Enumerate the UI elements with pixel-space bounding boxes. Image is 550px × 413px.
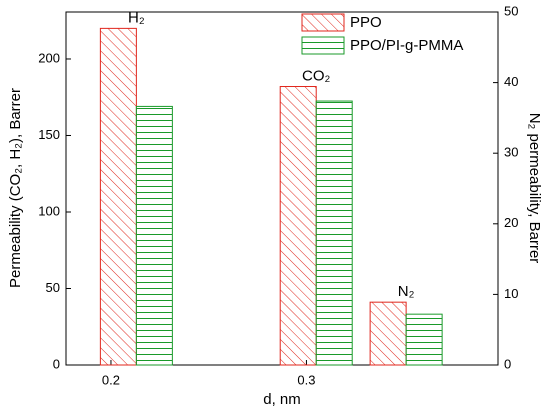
y-tick-label: 100 xyxy=(38,203,60,218)
bar xyxy=(279,86,317,366)
y2-tick-label: 30 xyxy=(504,145,518,160)
x-axis-label: d, nm xyxy=(263,391,301,408)
bar xyxy=(405,313,443,366)
bar-annotation: N₂ xyxy=(398,283,415,300)
y2-axis-label: N₂ permeability, Barrer xyxy=(526,113,543,264)
legend-swatch xyxy=(301,13,345,32)
y2-tick-label: 0 xyxy=(504,356,511,371)
bar xyxy=(135,105,173,366)
bar xyxy=(369,301,407,366)
legend-label: PPO xyxy=(350,14,382,31)
y-tick-label: 200 xyxy=(38,50,60,65)
y-tick-label: 150 xyxy=(38,127,60,142)
y-axis-label: Permeability (CO₂, H₂), Barrer xyxy=(7,88,24,288)
y2-tick-label: 40 xyxy=(504,74,518,89)
x-tick-label: 0.2 xyxy=(102,372,120,387)
bar-annotation: H₂ xyxy=(128,9,145,26)
y-tick-label: 50 xyxy=(46,280,60,295)
y2-tick-label: 50 xyxy=(504,3,518,18)
legend-label: PPO/PI-g-PMMA xyxy=(350,37,463,54)
bar-annotation: CO₂ xyxy=(302,67,331,84)
x-tick-label: 0.3 xyxy=(297,372,315,387)
legend-swatch xyxy=(301,36,345,55)
y-tick-label: 0 xyxy=(53,356,60,371)
y2-tick-label: 10 xyxy=(504,286,518,301)
bar xyxy=(99,27,137,366)
y2-tick-label: 20 xyxy=(504,215,518,230)
bar xyxy=(315,100,353,366)
